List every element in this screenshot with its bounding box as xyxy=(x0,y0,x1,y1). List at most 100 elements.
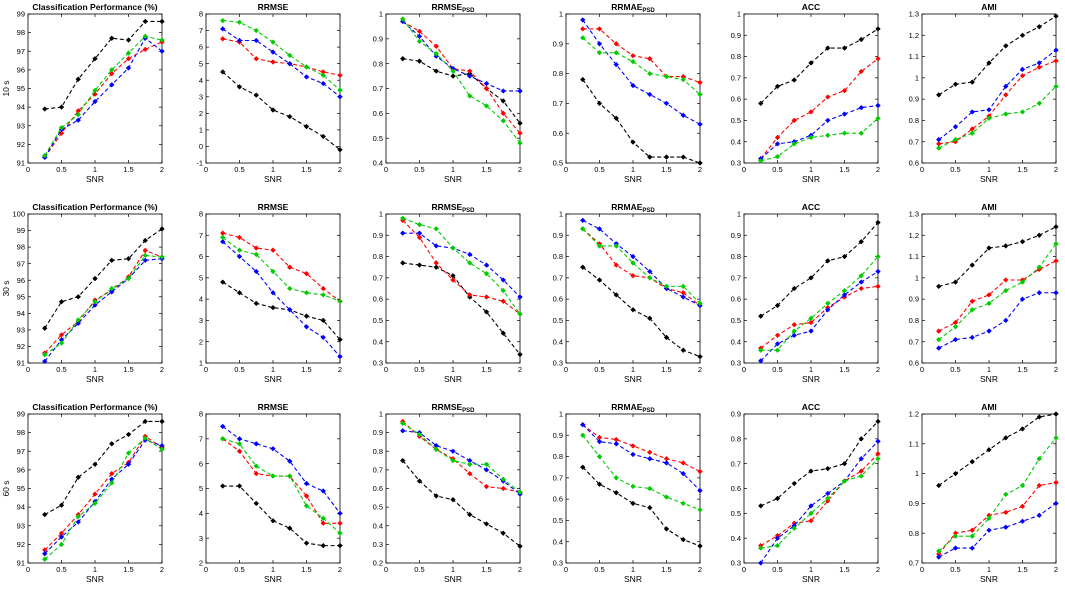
panel-title-text: RRMSE xyxy=(258,402,289,412)
y-tick-label: 1.2 xyxy=(909,231,919,240)
data-point-black xyxy=(935,92,942,98)
data-point-blue xyxy=(646,455,653,462)
data-point-blue xyxy=(1019,296,1026,302)
y-tick-label: 7 xyxy=(199,434,203,443)
data-point-black xyxy=(680,154,687,160)
data-point-blue xyxy=(1019,66,1026,73)
data-point-black xyxy=(986,60,992,66)
data-point-black xyxy=(41,325,48,331)
y-tick-label: 0.6 xyxy=(553,295,563,304)
y-tick-label: 0.6 xyxy=(731,95,741,104)
data-point-red xyxy=(697,79,703,86)
series-line-black xyxy=(938,226,1057,287)
data-point-blue xyxy=(969,334,976,341)
y-tick-label: 1 xyxy=(199,125,203,134)
data-point-blue xyxy=(1053,47,1059,53)
y-tick-label: 0.3 xyxy=(731,359,741,368)
data-point-blue xyxy=(286,60,293,67)
data-point-black xyxy=(159,418,165,425)
y-tick-label: 0.9 xyxy=(553,39,563,48)
panel-title: Classification Performance (%) xyxy=(32,202,157,212)
y-tick-label: 2 xyxy=(199,559,203,568)
data-point-red xyxy=(142,46,149,53)
data-point-green xyxy=(500,287,507,294)
x-tick-label: 1.5 xyxy=(839,365,849,374)
series-line-blue xyxy=(938,292,1056,349)
y-tick-label: 91 xyxy=(17,359,25,368)
y-tick-label: 91 xyxy=(17,159,25,168)
y-tick-label: 0.3 xyxy=(373,540,383,549)
data-point-green xyxy=(500,118,507,124)
data-point-green xyxy=(236,441,243,447)
data-point-blue xyxy=(483,262,490,268)
data-point-green xyxy=(219,17,226,24)
data-point-green xyxy=(680,76,687,83)
data-point-blue xyxy=(58,534,65,540)
data-point-black xyxy=(841,460,848,467)
panel-title-text: RRMSE xyxy=(258,202,289,212)
y-tick-label: 6 xyxy=(199,252,203,261)
data-point-blue xyxy=(680,470,687,477)
data-point-green xyxy=(416,431,423,438)
x-tick-label: 0 xyxy=(26,365,30,374)
panel: ACC 0.3 0.4 0.5 0.6 0.7 0.8 0.9 1 0 0.5 1 1.5 2 SNR xyxy=(731,2,881,184)
y-tick-label: 0.4 xyxy=(373,521,383,530)
y-tick-label: 0.8 xyxy=(909,316,919,325)
data-point-blue xyxy=(596,438,603,445)
data-point-green xyxy=(630,260,636,266)
data-point-black xyxy=(92,55,98,62)
data-point-black xyxy=(969,262,976,268)
data-point-blue xyxy=(757,358,764,364)
data-point-green xyxy=(142,435,149,441)
y-tick-label: 1 xyxy=(559,410,563,419)
panel-title-text: Classification Performance (%) xyxy=(32,2,157,12)
y-tick-label: 0.8 xyxy=(909,529,919,538)
panel-title-text: ACC xyxy=(802,402,820,412)
data-point-red xyxy=(630,52,636,59)
data-point-blue xyxy=(41,358,48,365)
data-point-green xyxy=(613,475,620,481)
data-point-black xyxy=(952,81,959,87)
panel-title-subscript: PSD xyxy=(642,408,655,414)
data-point-green xyxy=(433,446,440,453)
panel: AMI 0.6 0.7 0.8 0.9 1 1.1 1.2 1.3 0 0.5 1 1.5 2 SNR xyxy=(909,202,1059,384)
x-tick-label: 0 xyxy=(204,365,208,374)
y-tick-label: 0.3 xyxy=(553,559,563,568)
data-point-black xyxy=(286,113,293,120)
data-point-black xyxy=(236,483,243,489)
plot-frame xyxy=(385,213,521,364)
data-point-green xyxy=(286,473,293,479)
data-point-green xyxy=(125,275,132,282)
data-point-blue xyxy=(41,550,48,557)
x-tick-label: 0.5 xyxy=(772,565,782,574)
y-tick-label: 2 xyxy=(199,337,203,346)
plot-frame xyxy=(205,413,341,564)
data-point-green xyxy=(125,450,132,456)
data-point-green xyxy=(1002,287,1009,294)
y-tick-label: 93 xyxy=(17,121,25,130)
data-point-green xyxy=(1019,109,1026,115)
y-tick-label: 0.3 xyxy=(553,359,563,368)
panel-title-text: RRMSE xyxy=(431,402,462,412)
data-point-red xyxy=(500,110,507,117)
data-point-green xyxy=(236,19,243,26)
data-point-blue xyxy=(142,257,149,264)
x-axis-label: SNR xyxy=(444,374,462,384)
data-point-blue xyxy=(646,91,653,98)
series-line-red xyxy=(582,28,701,84)
data-point-green xyxy=(75,317,82,323)
series-line-blue xyxy=(760,104,879,160)
plot-frame xyxy=(921,413,1057,564)
y-tick-label: 7 xyxy=(199,231,203,240)
data-point-red xyxy=(858,68,865,75)
data-point-red xyxy=(646,55,653,62)
y-tick-label: 4 xyxy=(199,76,203,85)
y-tick-label: 0.8 xyxy=(553,69,563,78)
series-line-black xyxy=(760,421,879,507)
series-line-blue xyxy=(938,502,1057,558)
y-tick-label: 0.6 xyxy=(909,359,919,368)
panel-title: Classification Performance (%) xyxy=(32,402,157,412)
x-tick-label: 1 xyxy=(987,165,991,174)
data-point-red xyxy=(433,260,440,266)
